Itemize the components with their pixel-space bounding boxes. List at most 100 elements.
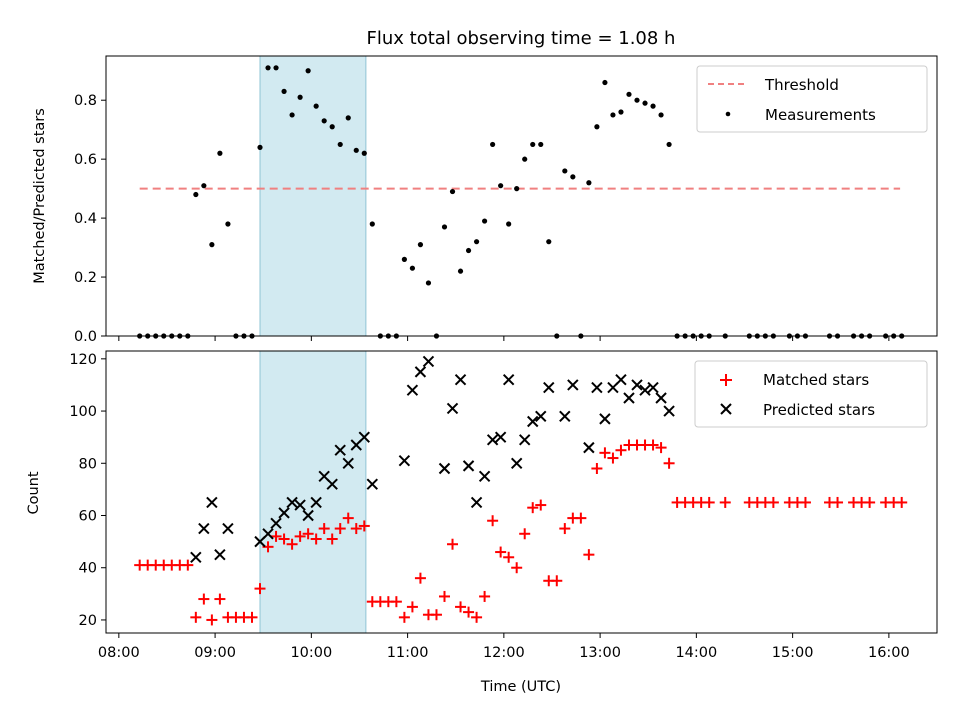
matched-star-point [527,502,539,514]
matched-star-point [799,496,811,508]
predicted-star-point [535,410,547,422]
bottom-ytick-label: 40 [79,561,97,577]
top-ytick-label: 0.4 [74,211,97,227]
top-legend-box [696,65,928,133]
predicted-star-point [398,454,411,467]
top-ytick-label: 0.0 [74,329,97,345]
measurement-point [473,239,480,245]
measurement-point [417,242,424,248]
matched-star-point [214,593,226,605]
measurement-point [538,141,544,148]
predicted-star-point [422,355,435,368]
predicted-star-point [438,462,451,475]
matched-star-point [487,515,499,527]
predicted-star-point [446,402,459,415]
matched-star-point [767,496,779,508]
predicted-star-point [655,392,667,404]
matched-star-point [519,528,531,540]
measurement-point [209,242,215,248]
predicted-star-point [591,381,603,394]
predicted-star-point [623,392,635,404]
matched-star-point [390,596,402,608]
predicted-star-point [470,496,483,509]
predicted-star-point [294,499,306,511]
predicted-star-point [478,470,491,483]
bottom-ytick-label: 80 [79,456,97,472]
matched-star-point [447,538,459,550]
matched-star-point [430,609,442,621]
measurement-point [401,256,407,262]
top-ytick-label: 0.6 [74,152,97,168]
highlight-span [259,55,367,337]
matched-star-point [599,447,611,459]
measurement-point [345,115,351,121]
measurement-point [570,174,576,180]
measurement-point [409,265,416,271]
matched-star-point [719,496,731,508]
predicted-star-point [214,548,226,561]
matched-star-point [479,590,491,602]
bottom-x-axis-label: Time (UTC) [480,679,561,695]
predicted-star-point [615,374,627,386]
bottom-xtick-label: 14:00 [675,645,717,661]
top-plot-title: Flux total observing time = 1.08 h [367,28,676,49]
matched-star-point [270,530,282,542]
predicted-star-point [286,496,298,509]
matched-star-point [198,593,210,605]
measurement-point [281,88,287,94]
predicted-star-point [222,522,234,535]
predicted-star-point [519,434,531,446]
measurement-point [594,124,600,130]
measurement-point [321,118,327,124]
matched-star-point [438,590,450,602]
bottom-xtick-label: 09:00 [194,645,236,661]
matched-star-point [896,496,908,508]
measurement-point [441,224,448,230]
matched-star-point [575,512,587,524]
predicted-star-point [454,374,467,386]
predicted-star-point [342,457,354,469]
predicted-star-point [494,431,507,443]
predicted-star-point [326,478,338,490]
matched-star-point [358,520,370,532]
predicted-star-point [510,457,523,469]
measurement-point [305,68,311,74]
bottom-xtick-label: 16:00 [868,645,910,661]
measurement-point [225,221,231,227]
predicted-star-point [583,441,595,454]
bottom-legend: Matched stars Predicted stars [694,360,928,428]
matched-star-point [551,575,563,587]
predicted-star-point [486,434,499,446]
matched-star-point [254,583,266,595]
measurement-point [666,141,672,148]
measurement-point [329,124,335,130]
matched-star-point [535,499,547,511]
predicted-star-point [414,366,427,378]
matched-star-point [503,551,515,563]
predicted-star-point [647,381,659,394]
matched-star-point [471,611,483,623]
bottom-xtick-label: 08:00 [98,645,140,661]
measurement-point [457,268,464,274]
top-legend: Threshold Measurements [696,65,928,133]
matched-star-point [647,439,659,451]
matched-star-point [350,523,362,535]
measurement-point [650,103,656,109]
measurement-point [490,141,496,148]
matched-star-point [206,614,218,626]
matched-star-point [703,496,715,508]
matched-star-point [607,452,619,464]
measurement-point [562,168,568,174]
bottom-xtick-label: 13:00 [579,645,621,661]
measurement-point [586,180,592,186]
legend-measurements-label: Measurements [765,106,876,124]
measurement-point [425,280,432,286]
bottom-ytick-label: 120 [69,352,97,368]
measurement-point [313,103,319,109]
predicted-star-point [366,478,379,490]
matched-star-point [455,601,467,613]
matched-star-point [559,523,571,535]
predicted-star-point [406,384,419,396]
predicted-star-point [502,374,515,386]
